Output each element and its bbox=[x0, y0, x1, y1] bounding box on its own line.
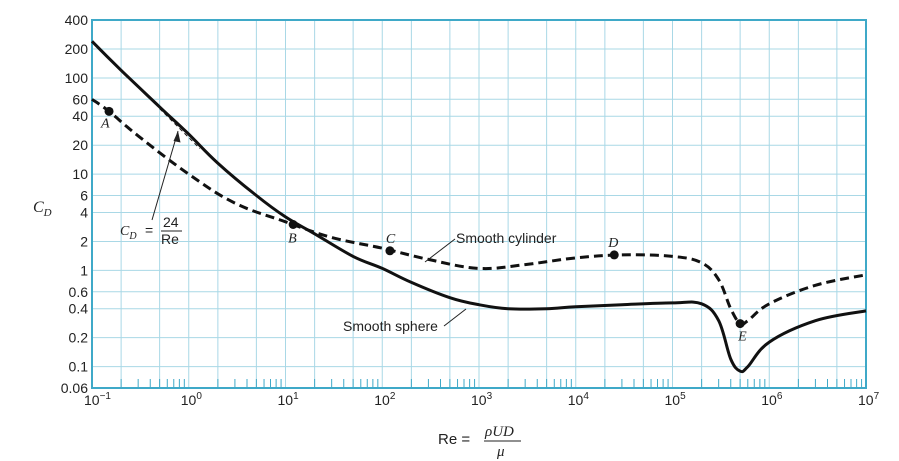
y-tick-label: 0.1 bbox=[69, 359, 89, 375]
series-line-0 bbox=[90, 40, 867, 374]
y-tick-label: 40 bbox=[72, 108, 88, 124]
x-tick-label: 101 bbox=[278, 391, 300, 408]
formula-lhs-sub: D bbox=[128, 231, 137, 242]
y-tick-label: 100 bbox=[65, 70, 89, 86]
x-tick-label: 106 bbox=[761, 391, 783, 408]
y-axis-label: CD bbox=[33, 199, 52, 219]
x-axis-label-denominator: μ bbox=[496, 444, 505, 460]
y-tick-label: 0.2 bbox=[69, 330, 89, 346]
y-tick-label: 10 bbox=[72, 166, 88, 182]
marker-e bbox=[735, 319, 745, 329]
marker-b bbox=[288, 219, 298, 229]
x-minor-ticks bbox=[120, 379, 863, 388]
marker-label-e: E bbox=[737, 330, 747, 345]
y-tick-label: 60 bbox=[72, 91, 88, 107]
formula-annotation: CD = 24 Re bbox=[120, 130, 182, 247]
cylinder-leader-line bbox=[424, 238, 456, 263]
marker-label-a: A bbox=[100, 116, 110, 131]
formula-leader-line bbox=[151, 130, 179, 221]
cylinder-annotation: Smooth cylinder bbox=[456, 230, 557, 246]
x-axis-label-prefix: Re = bbox=[438, 431, 470, 448]
markers-layer: AB C DE bbox=[100, 106, 747, 345]
y-axis-label-sub: D bbox=[43, 207, 52, 219]
y-tick-label: 4 bbox=[80, 204, 88, 220]
y-tick-label: 0.4 bbox=[69, 301, 89, 317]
x-tick-label: 103 bbox=[471, 391, 493, 408]
marker-a bbox=[104, 106, 114, 116]
series-line-2 bbox=[159, 108, 201, 149]
x-tick-label: 104 bbox=[568, 391, 590, 408]
plot-frame bbox=[91, 19, 867, 389]
marker-label-d: D bbox=[607, 236, 618, 251]
y-tick-label: 6 bbox=[80, 188, 88, 204]
sphere-leader-line bbox=[443, 308, 467, 327]
grid-lines bbox=[92, 20, 866, 388]
y-tick-label: 0.06 bbox=[61, 380, 88, 396]
y-tick-label: 200 bbox=[65, 41, 89, 57]
formula-equals: = bbox=[145, 222, 153, 238]
y-tick-label: 2 bbox=[80, 233, 88, 249]
x-axis-label: Re = ρUD μ bbox=[438, 424, 521, 460]
formula-arrowhead bbox=[173, 131, 181, 143]
x-tick-labels: 10−1 100 101 102 103 104 105 106 107 bbox=[84, 391, 880, 408]
y-tick-label: 20 bbox=[72, 137, 88, 153]
x-tick-label: 107 bbox=[858, 391, 880, 408]
y-tick-label: 1 bbox=[80, 262, 88, 278]
formula-denominator: Re bbox=[161, 231, 179, 247]
marker-label-c: C bbox=[386, 232, 396, 247]
marker-label-b: B bbox=[288, 231, 297, 246]
y-tick-label: 400 bbox=[65, 12, 89, 28]
marker-d bbox=[609, 250, 619, 260]
marker-c bbox=[385, 246, 395, 256]
x-tick-label: 105 bbox=[665, 391, 687, 408]
x-tick-label: 100 bbox=[181, 391, 203, 408]
sphere-annotation: Smooth sphere bbox=[343, 318, 438, 334]
x-axis-label-numerator: ρUD bbox=[484, 424, 514, 440]
x-tick-label: 102 bbox=[374, 391, 396, 408]
y-tick-label: 0.6 bbox=[69, 284, 89, 300]
formula-lhs: CD bbox=[120, 224, 137, 242]
x-tick-label: 10−1 bbox=[84, 391, 111, 408]
formula-numerator: 24 bbox=[163, 214, 179, 230]
